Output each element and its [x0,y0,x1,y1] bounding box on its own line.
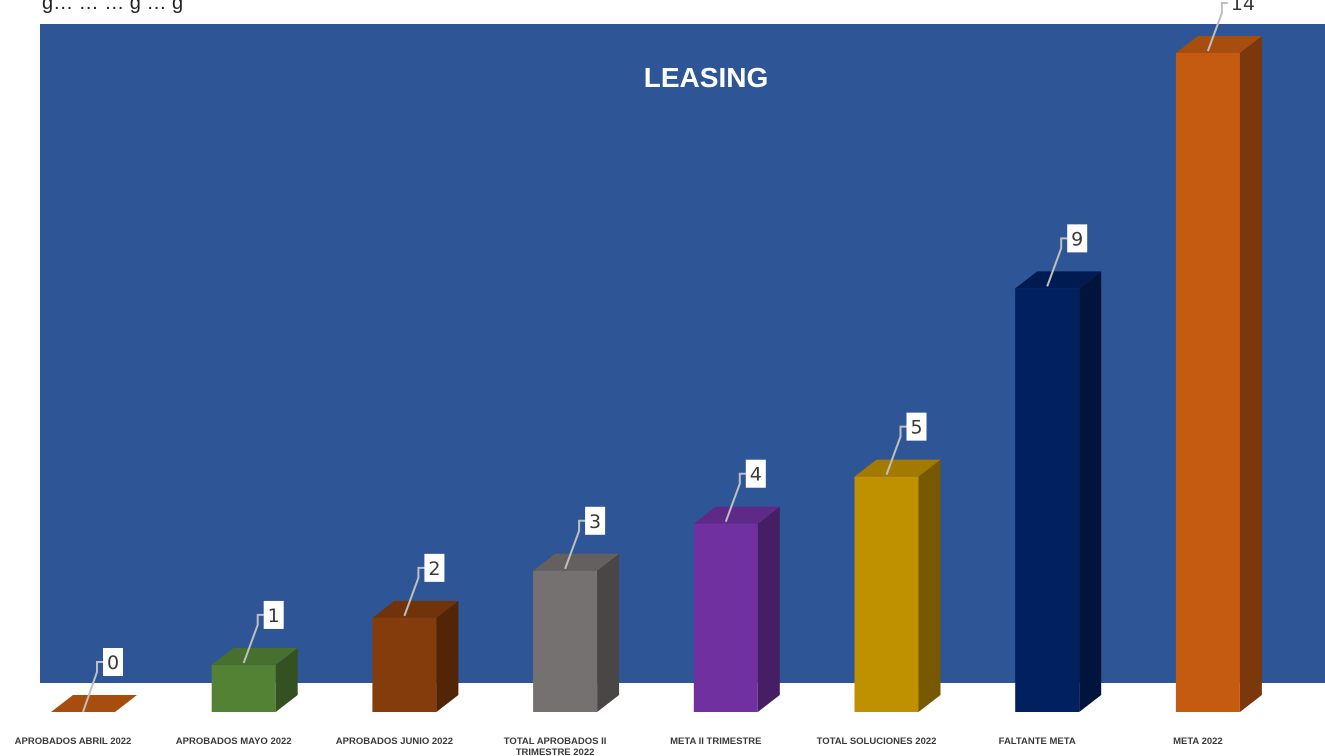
x-tick-label-total-soluciones-2022: TOTAL SOLUCIONES 2022 [817,736,937,747]
bar-aprobados-mayo-2022 [211,647,298,712]
data-label-text: 4 [750,464,762,486]
bar-top-face [1175,36,1262,53]
data-label-text: 2 [428,558,440,580]
bar-side-face [275,647,298,712]
leader-line [242,613,264,664]
data-label-text: 9 [1071,228,1083,250]
x-tick-labels-group: APROBADOS ABRIL 2022 APROBADOS MAYO 2022 A… [15,736,1223,756]
data-label-box [263,600,284,629]
x-tick-label-meta-ii-trimestre: META II TRIMESTRE [670,736,761,747]
data-label-total-aprobados-ii-trimestre-2022: 3 [564,506,606,570]
bar-top-face [854,459,941,477]
bars-group [51,36,1262,712]
bar-front-face [533,570,598,712]
bar-front-face [211,664,276,712]
data-label-box [745,459,766,488]
bar-top-face [372,600,459,618]
bar-meta-ii-trimestre [693,506,780,712]
bar-top-face [211,647,298,665]
data-label-meta-ii-trimestre: 4 [724,459,766,523]
x-tick-label-faltante-meta: FALTANTE META [999,736,1076,747]
data-label-text: 14 [1231,0,1255,15]
bar-meta-2022 [1175,36,1262,712]
leader-line [82,661,103,713]
data-label-text: 0 [107,652,119,674]
x-tick-label-total-aprobados-ii-trimestre-2022: TOTAL APROBADOS II TRIMESTRE 2022 [504,736,607,756]
bar-top-face [1015,271,1102,289]
leader-line [1046,237,1068,287]
bar-side-face [918,459,941,712]
bar-faltante-meta [1015,271,1102,712]
bar-side-face [597,553,620,712]
leader-line [564,519,586,570]
data-label-box [1227,0,1258,17]
x-tick-label-meta-2022: META 2022 [1173,736,1223,747]
plot-background [40,24,1325,683]
leader-line [403,566,425,617]
leader-line [885,425,907,475]
bar-top-face [693,506,780,524]
data-label-text: 1 [268,605,280,627]
data-label-aprobados-mayo-2022: 1 [242,600,284,664]
bar-front-face [1175,53,1240,712]
bar-total-aprobados-ii-trimestre-2022 [533,553,620,712]
bar-front-face [372,617,437,712]
leader-line [724,472,746,523]
bar-side-face [436,600,459,712]
bar-side-face [1079,271,1102,712]
data-label-box [1067,224,1088,253]
data-label-meta-2022: 14 [1206,0,1258,52]
data-label-text: 3 [589,511,601,533]
data-label-aprobados-abril-2022: 0 [82,648,123,713]
chart-title: LEASING [644,62,768,93]
bar-top-face [533,553,620,571]
x-tick-label-aprobados-junio-2022: APROBADOS JUNIO 2022 [336,736,453,747]
x-tick-label-aprobados-mayo-2022: APROBADOS MAYO 2022 [176,736,292,747]
bar-top-face [51,695,137,712]
data-label-box [585,506,606,535]
x-tick-label-aprobados-abril-2022: APROBADOS ABRIL 2022 [15,736,132,747]
bar-front-face [693,523,758,712]
bar-aprobados-abril-2022 [51,695,137,712]
bar-aprobados-junio-2022 [372,600,459,712]
leader-line [1206,2,1228,52]
data-label-box [424,553,445,582]
bar-front-face [854,476,919,712]
bar-side-face [757,506,780,712]
data-label-aprobados-junio-2022: 2 [403,553,445,617]
bar-side-face [1239,36,1262,712]
data-label-box [906,412,927,441]
data-label-total-soluciones-2022: 5 [885,412,927,475]
data-label-faltante-meta: 9 [1046,224,1088,287]
bar-front-face [1015,288,1080,712]
top-caption: g… … … g … g [42,0,184,14]
data-labels-group: 0 1 2 3 4 5 9 14 [82,0,1258,713]
data-label-text: 5 [910,417,922,439]
data-label-box [103,648,123,676]
bar-total-soluciones-2022 [854,459,941,712]
